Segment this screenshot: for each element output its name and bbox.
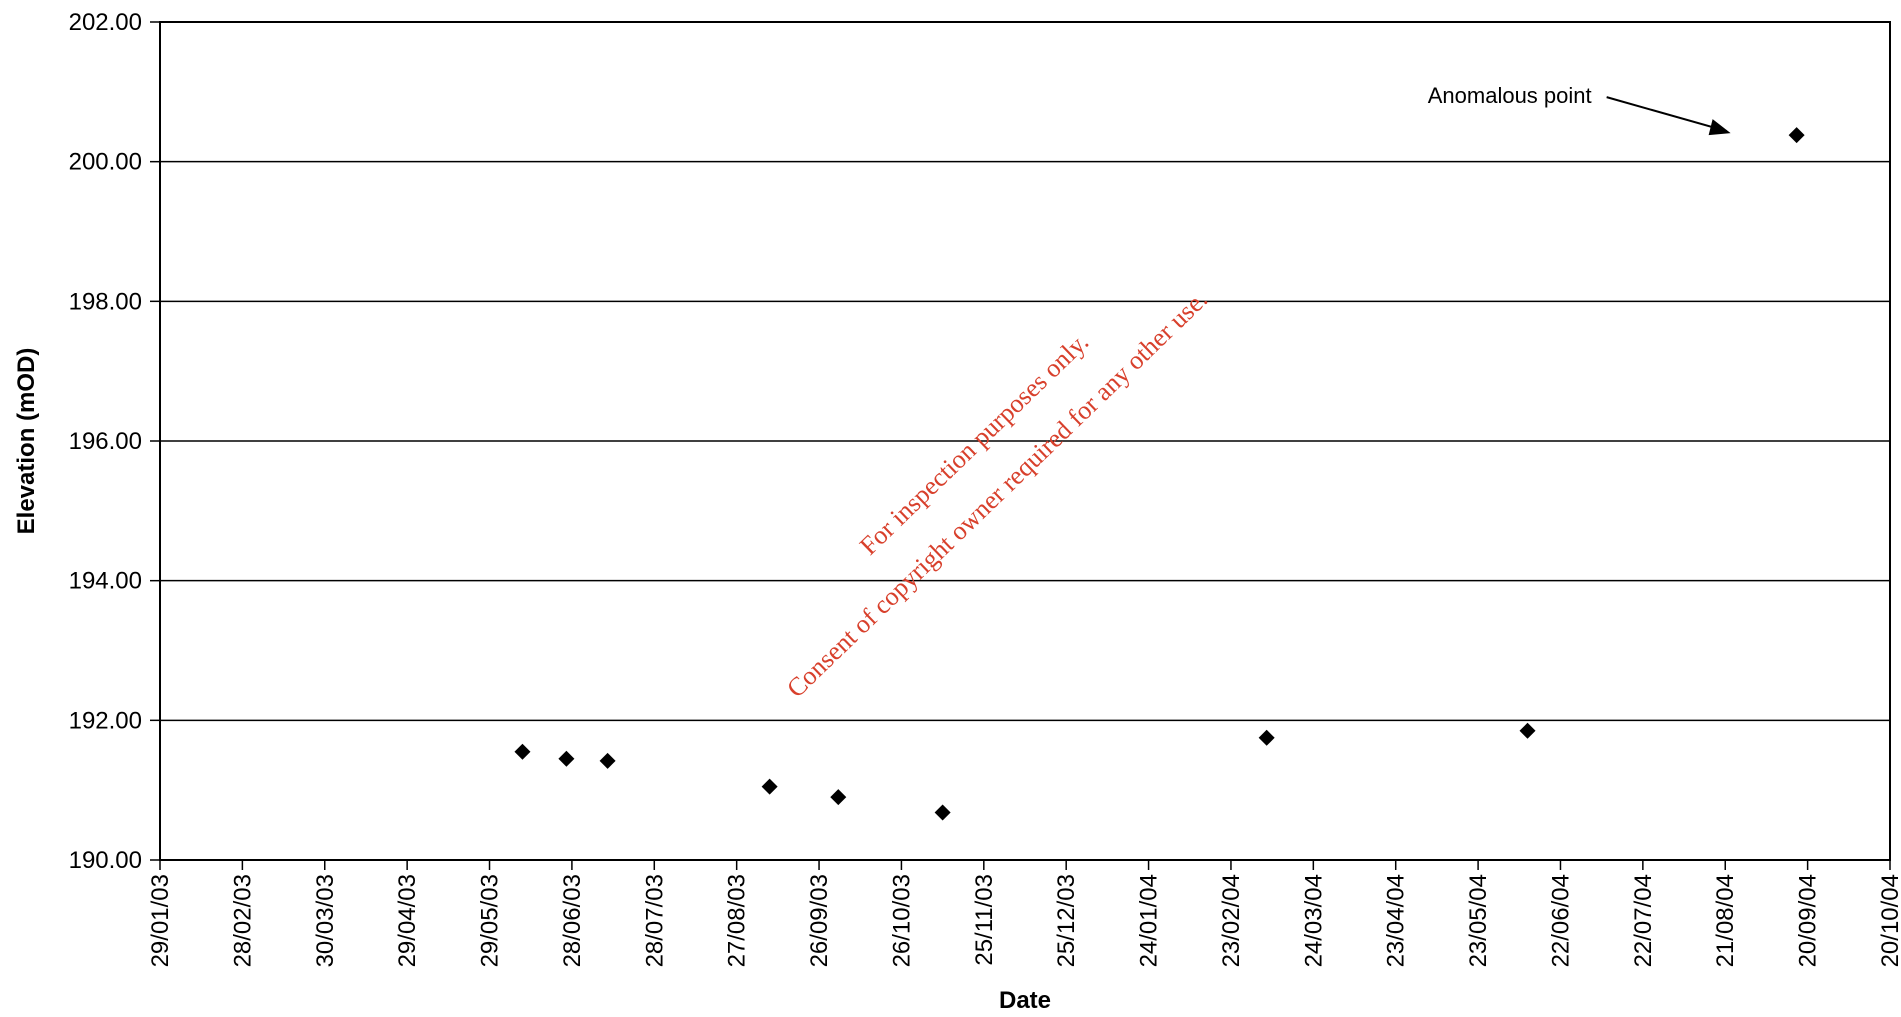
annotation-label: Anomalous point	[1428, 83, 1592, 108]
x-tick-label: 30/03/03	[312, 874, 339, 967]
x-tick-label: 26/09/03	[806, 874, 833, 967]
x-tick-label: 28/06/03	[559, 874, 586, 967]
annotation: Anomalous point	[1428, 83, 1731, 135]
y-tick-label: 202.00	[69, 9, 142, 36]
y-axis-ticks: 190.00 192.00 194.00 196.00 198.00 200.00 202.…	[69, 9, 160, 874]
y-tick-label: 190.00	[69, 847, 142, 874]
x-axis-ticks: 29/01/03 28/02/03 30/03/03 29/04/03 29/05/03…	[147, 860, 1901, 967]
annotation-arrowhead	[1709, 119, 1731, 135]
data-point	[600, 753, 616, 769]
data-point	[935, 805, 951, 821]
y-tick-label: 196.00	[69, 428, 142, 455]
x-tick-label: 24/03/04	[1300, 874, 1327, 967]
y-tick-label: 198.00	[69, 288, 142, 315]
y-tick-label: 192.00	[69, 707, 142, 734]
x-tick-label: 20/09/04	[1795, 874, 1822, 967]
x-axis-title: Date	[999, 987, 1051, 1014]
data-point	[762, 779, 778, 795]
x-tick-label: 25/12/03	[1053, 874, 1080, 967]
annotation-arrow	[1607, 97, 1727, 131]
x-tick-label: 29/04/03	[394, 874, 421, 967]
data-point	[514, 744, 530, 760]
x-tick-label: 28/02/03	[229, 874, 256, 967]
x-tick-label: 21/08/04	[1712, 874, 1739, 967]
data-point	[830, 789, 846, 805]
x-tick-label: 20/10/04	[1877, 874, 1901, 967]
x-tick-label: 23/04/04	[1383, 874, 1410, 967]
gridlines	[160, 22, 1890, 860]
watermark: For inspection purposes only. Consent of…	[781, 285, 1213, 704]
data-point	[1520, 723, 1536, 739]
x-tick-label: 28/07/03	[641, 874, 668, 967]
x-tick-label: 24/01/04	[1136, 874, 1163, 967]
x-tick-label: 27/08/03	[724, 874, 751, 967]
data-points	[514, 127, 1804, 820]
watermark-line-2: Consent of copyright owner required for …	[781, 285, 1213, 704]
x-tick-label: 23/02/04	[1218, 874, 1245, 967]
x-tick-label: 29/01/03	[147, 874, 174, 967]
x-tick-label: 22/07/04	[1630, 874, 1657, 967]
x-tick-label: 29/05/03	[477, 874, 504, 967]
x-tick-label: 23/05/04	[1465, 874, 1492, 967]
x-tick-label: 22/06/04	[1547, 874, 1574, 967]
y-tick-label: 194.00	[69, 568, 142, 595]
y-axis-title: Elevation (mOD)	[13, 348, 40, 535]
data-point	[1259, 730, 1275, 746]
y-tick-label: 200.00	[69, 149, 142, 176]
x-tick-label: 26/10/03	[888, 874, 915, 967]
data-point	[1789, 127, 1805, 143]
data-point	[558, 751, 574, 767]
x-tick-label: 25/11/03	[971, 874, 998, 966]
